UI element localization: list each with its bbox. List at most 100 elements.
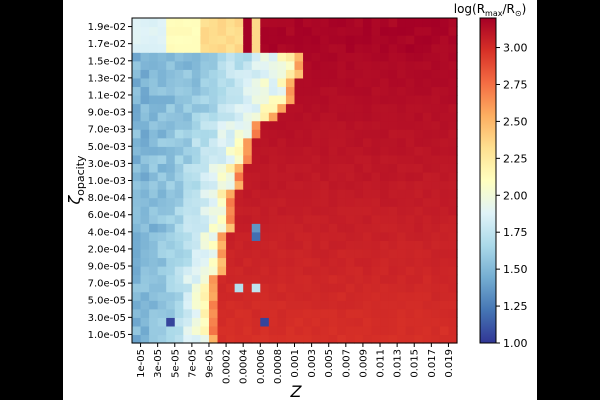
heatmap-cell <box>226 43 236 53</box>
heatmap-cell <box>362 257 373 267</box>
heatmap-cell <box>132 308 142 318</box>
heatmap-cell <box>294 240 304 250</box>
heatmap-cell <box>208 94 219 105</box>
heatmap-cell <box>448 26 458 36</box>
heatmap-cell <box>311 189 321 199</box>
heatmap-cell <box>414 35 424 45</box>
heatmap-cell <box>174 69 184 79</box>
heatmap-cell <box>388 129 398 139</box>
heatmap-cell <box>226 206 236 216</box>
heatmap-cell <box>200 180 210 190</box>
heatmap-cell <box>337 231 347 241</box>
heatmap-cell <box>320 206 330 216</box>
heatmap-cell <box>268 112 278 122</box>
heatmap-cell <box>439 214 450 224</box>
heatmap-cell <box>268 69 278 79</box>
heatmap-cell <box>132 146 142 156</box>
heatmap-cell <box>157 266 167 276</box>
heatmap-cell <box>422 189 432 199</box>
heatmap-cell <box>174 240 184 250</box>
heatmap-cell <box>251 86 261 96</box>
heatmap-cell <box>388 334 398 344</box>
heatmap-cell <box>226 60 236 70</box>
heatmap-cell <box>166 283 176 293</box>
heatmap-cell <box>431 77 441 88</box>
heatmap-cell <box>303 240 313 250</box>
heatmap-cell <box>397 300 407 310</box>
heatmap-cell <box>140 231 150 241</box>
heatmap-cell <box>251 35 261 45</box>
heatmap-cell <box>320 325 330 336</box>
heatmap-cell <box>303 291 313 301</box>
heatmap-cell <box>354 35 364 45</box>
heatmap-cell <box>328 308 338 318</box>
heatmap-cell <box>439 223 450 233</box>
heatmap-cell <box>285 300 296 310</box>
y-tick-label: 5.0e-05 <box>88 296 126 307</box>
heatmap-cell <box>208 334 219 344</box>
heatmap-cell <box>422 52 432 62</box>
heatmap-cell <box>311 223 321 233</box>
heatmap-cell <box>260 197 270 207</box>
heatmap-cell <box>380 325 390 336</box>
heatmap-cell <box>208 231 219 241</box>
heatmap-cell <box>132 86 142 96</box>
heatmap-cell <box>294 231 304 241</box>
heatmap-cell <box>285 257 296 267</box>
colorbar-tick-label: 1.50 <box>503 263 528 276</box>
heatmap-cell <box>422 26 432 36</box>
heatmap-cell <box>337 60 347 70</box>
heatmap-cell <box>371 223 381 233</box>
heatmap-cell <box>217 257 227 267</box>
heatmap-cell <box>439 94 450 105</box>
heatmap-cell <box>166 69 176 79</box>
heatmap-cell <box>174 52 184 62</box>
heatmap-cell <box>157 308 167 318</box>
heatmap-cell <box>448 163 458 173</box>
heatmap-cell <box>157 197 167 207</box>
y-tick-label: 2.0e-04 <box>88 244 126 255</box>
heatmap-cell <box>371 334 381 344</box>
heatmap-cell <box>234 77 244 88</box>
heatmap-cell <box>405 197 415 207</box>
heatmap-cell <box>191 26 202 36</box>
heatmap-cell <box>243 52 253 62</box>
heatmap-cell <box>217 274 227 284</box>
heatmap-cell <box>217 60 227 70</box>
heatmap-cell <box>303 77 313 88</box>
heatmap-cell <box>397 171 407 182</box>
heatmap-cell <box>191 103 202 113</box>
heatmap-cell <box>371 129 381 139</box>
heatmap-cell <box>303 231 313 241</box>
heatmap-cell <box>345 325 355 336</box>
heatmap-cell <box>371 171 381 182</box>
heatmap-cell <box>251 69 261 79</box>
heatmap-cell <box>157 231 167 241</box>
heatmap-cell <box>397 325 407 336</box>
heatmap-cell <box>285 240 296 250</box>
heatmap-cell <box>166 60 176 70</box>
heatmap-cell <box>226 18 236 28</box>
heatmap-cell <box>157 274 167 284</box>
heatmap-cell <box>183 94 193 105</box>
heatmap-cell <box>157 334 167 344</box>
y-tick-label: 1.3e-02 <box>88 73 126 84</box>
heatmap-cell <box>191 189 202 199</box>
heatmap-cell <box>294 103 304 113</box>
heatmap-cell <box>285 35 296 45</box>
y-ticks: 1.0e-053.0e-055.0e-057.0e-059.0e-052.0e-… <box>88 22 132 341</box>
heatmap-cell <box>439 69 450 79</box>
heatmap-cell <box>243 223 253 233</box>
heatmap-cell <box>294 325 304 336</box>
heatmap-cell <box>414 266 424 276</box>
heatmap-cell <box>397 223 407 233</box>
heatmap-cell <box>371 325 381 336</box>
heatmap-cell <box>294 146 304 156</box>
heatmap-cell <box>311 257 321 267</box>
heatmap-cell <box>397 197 407 207</box>
heatmap-cell <box>354 137 364 147</box>
heatmap-cell <box>328 94 338 105</box>
heatmap-cell <box>320 274 330 284</box>
heatmap-cell <box>388 154 398 164</box>
heatmap-cell <box>174 18 184 28</box>
